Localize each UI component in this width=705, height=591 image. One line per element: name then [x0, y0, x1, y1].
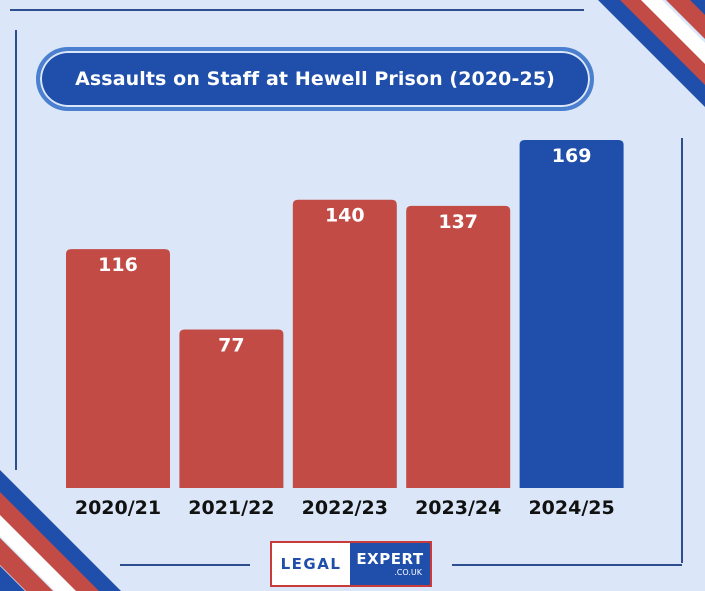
- x-tick-label: 2023/24: [415, 497, 501, 519]
- bar-2022-23: [292, 199, 397, 488]
- frame-line-left: [15, 30, 17, 470]
- logo-left-text: LEGAL: [280, 555, 342, 573]
- legal-expert-logo: LEGAL EXPERT .CO.UK: [270, 541, 432, 587]
- frame-line-right: [681, 138, 683, 563]
- bar-value-label: 137: [438, 211, 478, 233]
- frame-line-top: [10, 9, 584, 11]
- bar-value-label: 77: [218, 334, 244, 356]
- bar-2024-25: [519, 140, 624, 488]
- logo-left-panel: LEGAL: [272, 543, 350, 585]
- chart-title-banner: Assaults on Staff at Hewell Prison (2020…: [36, 47, 594, 111]
- bar-value-label: 116: [98, 254, 138, 276]
- x-tick-label: 2021/22: [188, 497, 274, 519]
- x-tick-label: 2020/21: [75, 497, 161, 519]
- logo-right-panel: EXPERT .CO.UK: [350, 543, 430, 585]
- x-tick-label: 2022/23: [302, 497, 388, 519]
- logo-right-text: EXPERT: [356, 549, 424, 568]
- logo-domain-text: .CO.UK: [394, 567, 422, 577]
- bar-2023-24: [406, 205, 511, 488]
- bar-value-label: 169: [552, 145, 592, 167]
- frame-line-bottom-left: [120, 564, 250, 566]
- frame-line-bottom-right: [452, 564, 682, 566]
- bar-2021-22: [179, 329, 284, 488]
- chart-title: Assaults on Staff at Hewell Prison (2020…: [75, 68, 555, 90]
- bar-value-label: 140: [325, 205, 365, 227]
- bar-2020-21: [66, 249, 170, 488]
- x-tick-label: 2024/25: [528, 497, 614, 519]
